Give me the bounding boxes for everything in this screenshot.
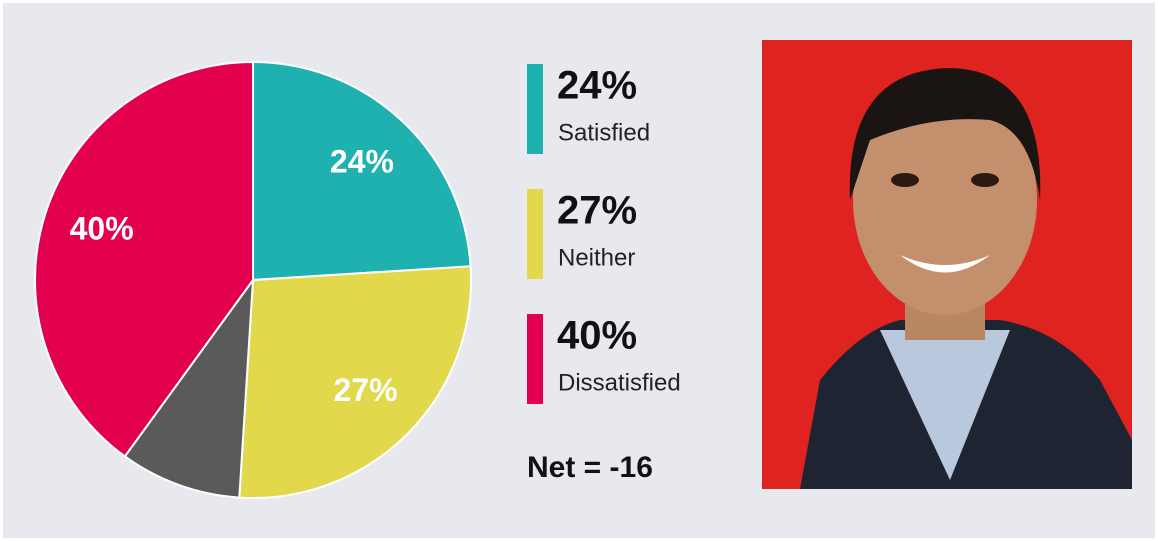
legend-label: Satisfied: [558, 119, 650, 146]
legend-label: Neither: [558, 244, 635, 271]
page: Net = -16 24% 27% 40% 24% Satisfied 27% Neithe…: [0, 0, 1158, 541]
legend-swatch: [527, 314, 543, 404]
legend-value: 40%: [557, 314, 637, 358]
slice-label: 24%: [330, 143, 394, 179]
photo: [762, 40, 1132, 489]
legend-swatch: [527, 64, 543, 154]
legend-value: 24%: [557, 64, 637, 108]
legend-swatch: [527, 189, 543, 279]
net-annotation: Net = -16: [527, 451, 653, 484]
legend-value: 27%: [557, 189, 637, 233]
slice-label: 27%: [334, 372, 398, 408]
legend-label: Dissatisfied: [558, 369, 681, 396]
chart: Net = -16 24% 27% 40% 24% Satisfied 27% Neithe…: [0, 0, 1158, 541]
slice-label: 40%: [70, 210, 134, 246]
